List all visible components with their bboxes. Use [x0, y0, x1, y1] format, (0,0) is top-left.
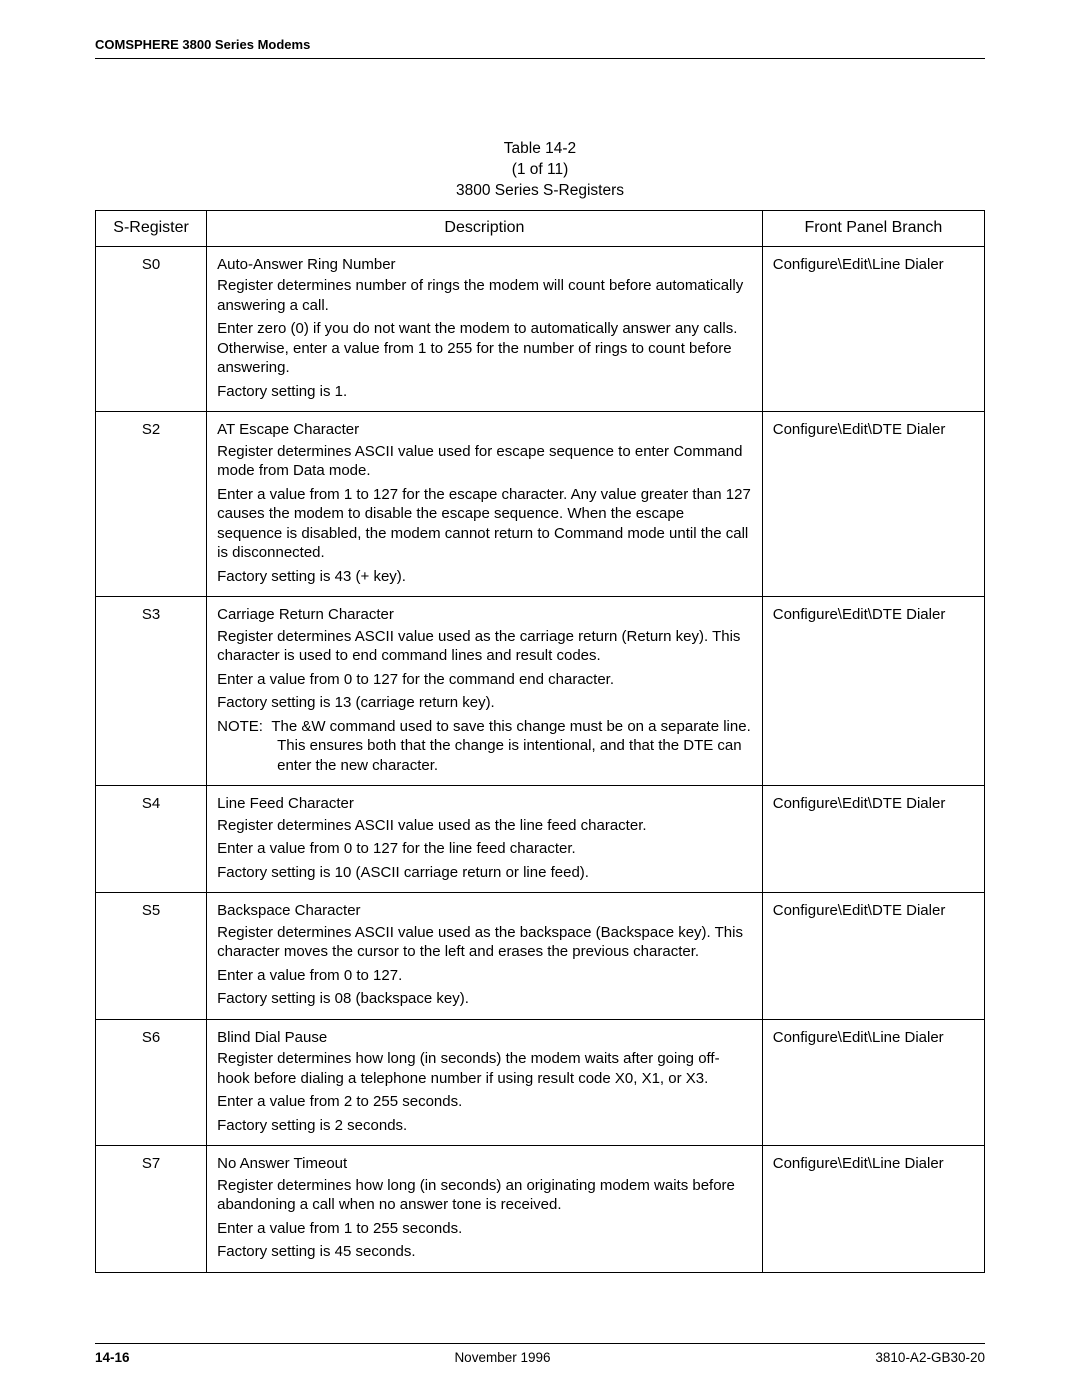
description-paragraph: Backspace Character — [217, 901, 752, 921]
description-paragraph: Enter zero (0) if you do not want the mo… — [217, 319, 752, 378]
footer-date: November 1996 — [454, 1350, 550, 1365]
table-header-row: S-Register Description Front Panel Branc… — [96, 210, 985, 246]
description-paragraph: Enter a value from 2 to 255 seconds. — [217, 1092, 752, 1112]
description-note: NOTE: The &W command used to save this c… — [217, 717, 752, 776]
description-paragraph: No Answer Timeout — [217, 1154, 752, 1174]
description-paragraph: Factory setting is 1. — [217, 382, 752, 402]
header-title: COMSPHERE 3800 Series Modems — [95, 37, 310, 52]
table-row: S7No Answer TimeoutRegister determines h… — [96, 1146, 985, 1273]
description-cell: AT Escape CharacterRegister determines A… — [207, 412, 763, 597]
sregister-cell: S6 — [96, 1019, 207, 1146]
footer-page-number: 14-16 — [95, 1350, 130, 1365]
description-paragraph: Register determines how long (in seconds… — [217, 1049, 752, 1088]
table-row: S6Blind Dial PauseRegister determines ho… — [96, 1019, 985, 1146]
description-paragraph: Enter a value from 0 to 127 for the comm… — [217, 670, 752, 690]
sregister-cell: S4 — [96, 786, 207, 893]
front-panel-cell: Configure\Edit\Line Dialer — [762, 246, 984, 412]
description-cell: Auto-Answer Ring NumberRegister determin… — [207, 246, 763, 412]
table-row: S2AT Escape CharacterRegister determines… — [96, 412, 985, 597]
description-cell: Carriage Return CharacterRegister determ… — [207, 597, 763, 786]
description-paragraph: Register determines how long (in seconds… — [217, 1176, 752, 1215]
description-paragraph: Register determines number of rings the … — [217, 276, 752, 315]
col-header-description: Description — [207, 210, 763, 246]
description-paragraph: Factory setting is 2 seconds. — [217, 1116, 752, 1136]
page-footer: 14-16 November 1996 3810-A2-GB30-20 — [95, 1343, 985, 1365]
front-panel-cell: Configure\Edit\DTE Dialer — [762, 786, 984, 893]
front-panel-cell: Configure\Edit\DTE Dialer — [762, 412, 984, 597]
description-paragraph: Factory setting is 08 (backspace key). — [217, 989, 752, 1009]
footer-doc-number: 3810-A2-GB30-20 — [875, 1350, 985, 1365]
description-paragraph: Register determines ASCII value used as … — [217, 627, 752, 666]
description-paragraph: Enter a value from 0 to 127 for the line… — [217, 839, 752, 859]
table-row: S3Carriage Return CharacterRegister dete… — [96, 597, 985, 786]
note-label: NOTE: — [217, 718, 263, 735]
sregister-cell: S5 — [96, 893, 207, 1020]
description-paragraph: Line Feed Character — [217, 794, 752, 814]
table-row: S4Line Feed CharacterRegister determines… — [96, 786, 985, 893]
description-paragraph: AT Escape Character — [217, 420, 752, 440]
sregister-cell: S7 — [96, 1146, 207, 1273]
table-caption: Table 14-2 (1 of 11) 3800 Series S-Regis… — [95, 139, 985, 202]
sregister-cell: S0 — [96, 246, 207, 412]
description-paragraph: Register determines ASCII value used for… — [217, 442, 752, 481]
running-header: COMSPHERE 3800 Series Modems — [95, 37, 985, 59]
front-panel-cell: Configure\Edit\DTE Dialer — [762, 597, 984, 786]
description-paragraph: Auto-Answer Ring Number — [217, 255, 752, 275]
description-cell: Blind Dial PauseRegister determines how … — [207, 1019, 763, 1146]
description-paragraph: Blind Dial Pause — [217, 1028, 752, 1048]
front-panel-cell: Configure\Edit\Line Dialer — [762, 1146, 984, 1273]
description-paragraph: Factory setting is 45 seconds. — [217, 1242, 752, 1262]
description-paragraph: Enter a value from 0 to 127. — [217, 966, 752, 986]
description-paragraph: Carriage Return Character — [217, 605, 752, 625]
sregister-table: S-Register Description Front Panel Branc… — [95, 210, 985, 1273]
description-paragraph: Register determines ASCII value used as … — [217, 816, 752, 836]
description-paragraph: Enter a value from 1 to 255 seconds. — [217, 1219, 752, 1239]
page: COMSPHERE 3800 Series Modems Table 14-2 … — [0, 0, 1080, 1397]
col-header-front-panel: Front Panel Branch — [762, 210, 984, 246]
description-paragraph: Factory setting is 13 (carriage return k… — [217, 693, 752, 713]
table-row: S0Auto-Answer Ring NumberRegister determ… — [96, 246, 985, 412]
sregister-cell: S2 — [96, 412, 207, 597]
front-panel-cell: Configure\Edit\DTE Dialer — [762, 893, 984, 1020]
sregister-cell: S3 — [96, 597, 207, 786]
description-cell: Line Feed CharacterRegister determines A… — [207, 786, 763, 893]
caption-title: 3800 Series S-Registers — [456, 182, 624, 199]
description-paragraph: Enter a value from 1 to 127 for the esca… — [217, 485, 752, 563]
front-panel-cell: Configure\Edit\Line Dialer — [762, 1019, 984, 1146]
caption-table-no: Table 14-2 — [504, 140, 576, 157]
col-header-sregister: S-Register — [96, 210, 207, 246]
description-paragraph: Register determines ASCII value used as … — [217, 923, 752, 962]
description-paragraph: Factory setting is 43 (+ key). — [217, 567, 752, 587]
caption-page-of: (1 of 11) — [512, 161, 569, 178]
table-row: S5Backspace CharacterRegister determines… — [96, 893, 985, 1020]
description-cell: Backspace CharacterRegister determines A… — [207, 893, 763, 1020]
description-cell: No Answer TimeoutRegister determines how… — [207, 1146, 763, 1273]
description-paragraph: Factory setting is 10 (ASCII carriage re… — [217, 863, 752, 883]
note-body: The &W command used to save this change … — [271, 718, 750, 774]
